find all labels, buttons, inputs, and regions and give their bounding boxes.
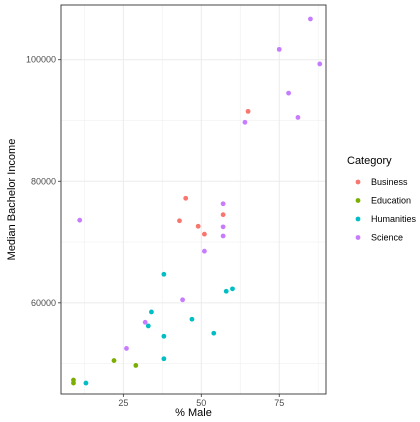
- grid: [61, 5, 326, 394]
- data-point-education: [133, 363, 139, 368]
- data-point-science: [77, 217, 83, 223]
- data-point-science: [286, 90, 291, 96]
- data-point-science: [202, 248, 207, 254]
- x-axis-title: % Male: [175, 407, 212, 419]
- data-point-science: [276, 46, 282, 52]
- plot-panel-border: [60, 4, 327, 395]
- data-point-humanities: [145, 323, 151, 329]
- data-point-humanities: [189, 316, 195, 322]
- data-point-science: [317, 61, 323, 67]
- data-point-humanities: [230, 286, 235, 292]
- data-point-humanities: [149, 309, 154, 315]
- data-point-business: [220, 212, 226, 218]
- data-point-humanities: [161, 356, 167, 362]
- data-point-education: [111, 358, 117, 363]
- y-tick-label: 100000: [26, 55, 56, 65]
- legend-key-business: [355, 179, 361, 185]
- data-point-science: [220, 233, 226, 239]
- data-point-science: [180, 297, 185, 303]
- legend-label-humanities: Humanities: [371, 214, 417, 224]
- data-point-humanities: [161, 333, 167, 339]
- y-tick-label: 60000: [31, 298, 56, 308]
- data-point-humanities: [211, 330, 217, 336]
- legend-key-science: [355, 235, 361, 240]
- plot-panel-background: [61, 5, 326, 394]
- x-tick-label: 75: [274, 398, 284, 408]
- data-point-business: [177, 218, 182, 224]
- legend: Category Business Education Humanities Scie…: [347, 155, 417, 243]
- legend-label-science: Science: [371, 233, 403, 243]
- data-point-science: [142, 319, 148, 325]
- legend-title: Category: [347, 155, 392, 167]
- data-point-science: [220, 201, 226, 207]
- panel-border: [60, 4, 327, 395]
- data-point-business: [202, 231, 207, 237]
- data-point-business: [183, 195, 189, 201]
- data-point-science: [242, 119, 248, 125]
- legend-key-humanities: [355, 216, 361, 222]
- data-point-education: [71, 380, 76, 386]
- axis-ticks: 25 50 75 60000 80000 100000: [26, 55, 284, 408]
- data-point-science: [220, 224, 226, 230]
- x-tick-label: 25: [118, 398, 128, 408]
- data-point-humanities: [83, 380, 89, 386]
- data-points: [71, 16, 323, 386]
- data-point-business: [245, 108, 251, 114]
- x-tick-label: 50: [196, 398, 206, 408]
- data-point-science: [124, 346, 129, 351]
- data-point-humanities: [223, 288, 229, 294]
- legend-key-education: [355, 198, 361, 203]
- data-point-science: [308, 16, 313, 22]
- data-point-science: [295, 115, 301, 120]
- legend-label-education: Education: [371, 196, 411, 206]
- legend-label-business: Business: [371, 177, 408, 187]
- panel-background: [61, 5, 326, 394]
- y-axis-title: Median Bachelor Income: [6, 139, 18, 261]
- data-point-business: [195, 223, 201, 229]
- y-tick-label: 80000: [31, 176, 56, 186]
- data-point-humanities: [161, 271, 167, 277]
